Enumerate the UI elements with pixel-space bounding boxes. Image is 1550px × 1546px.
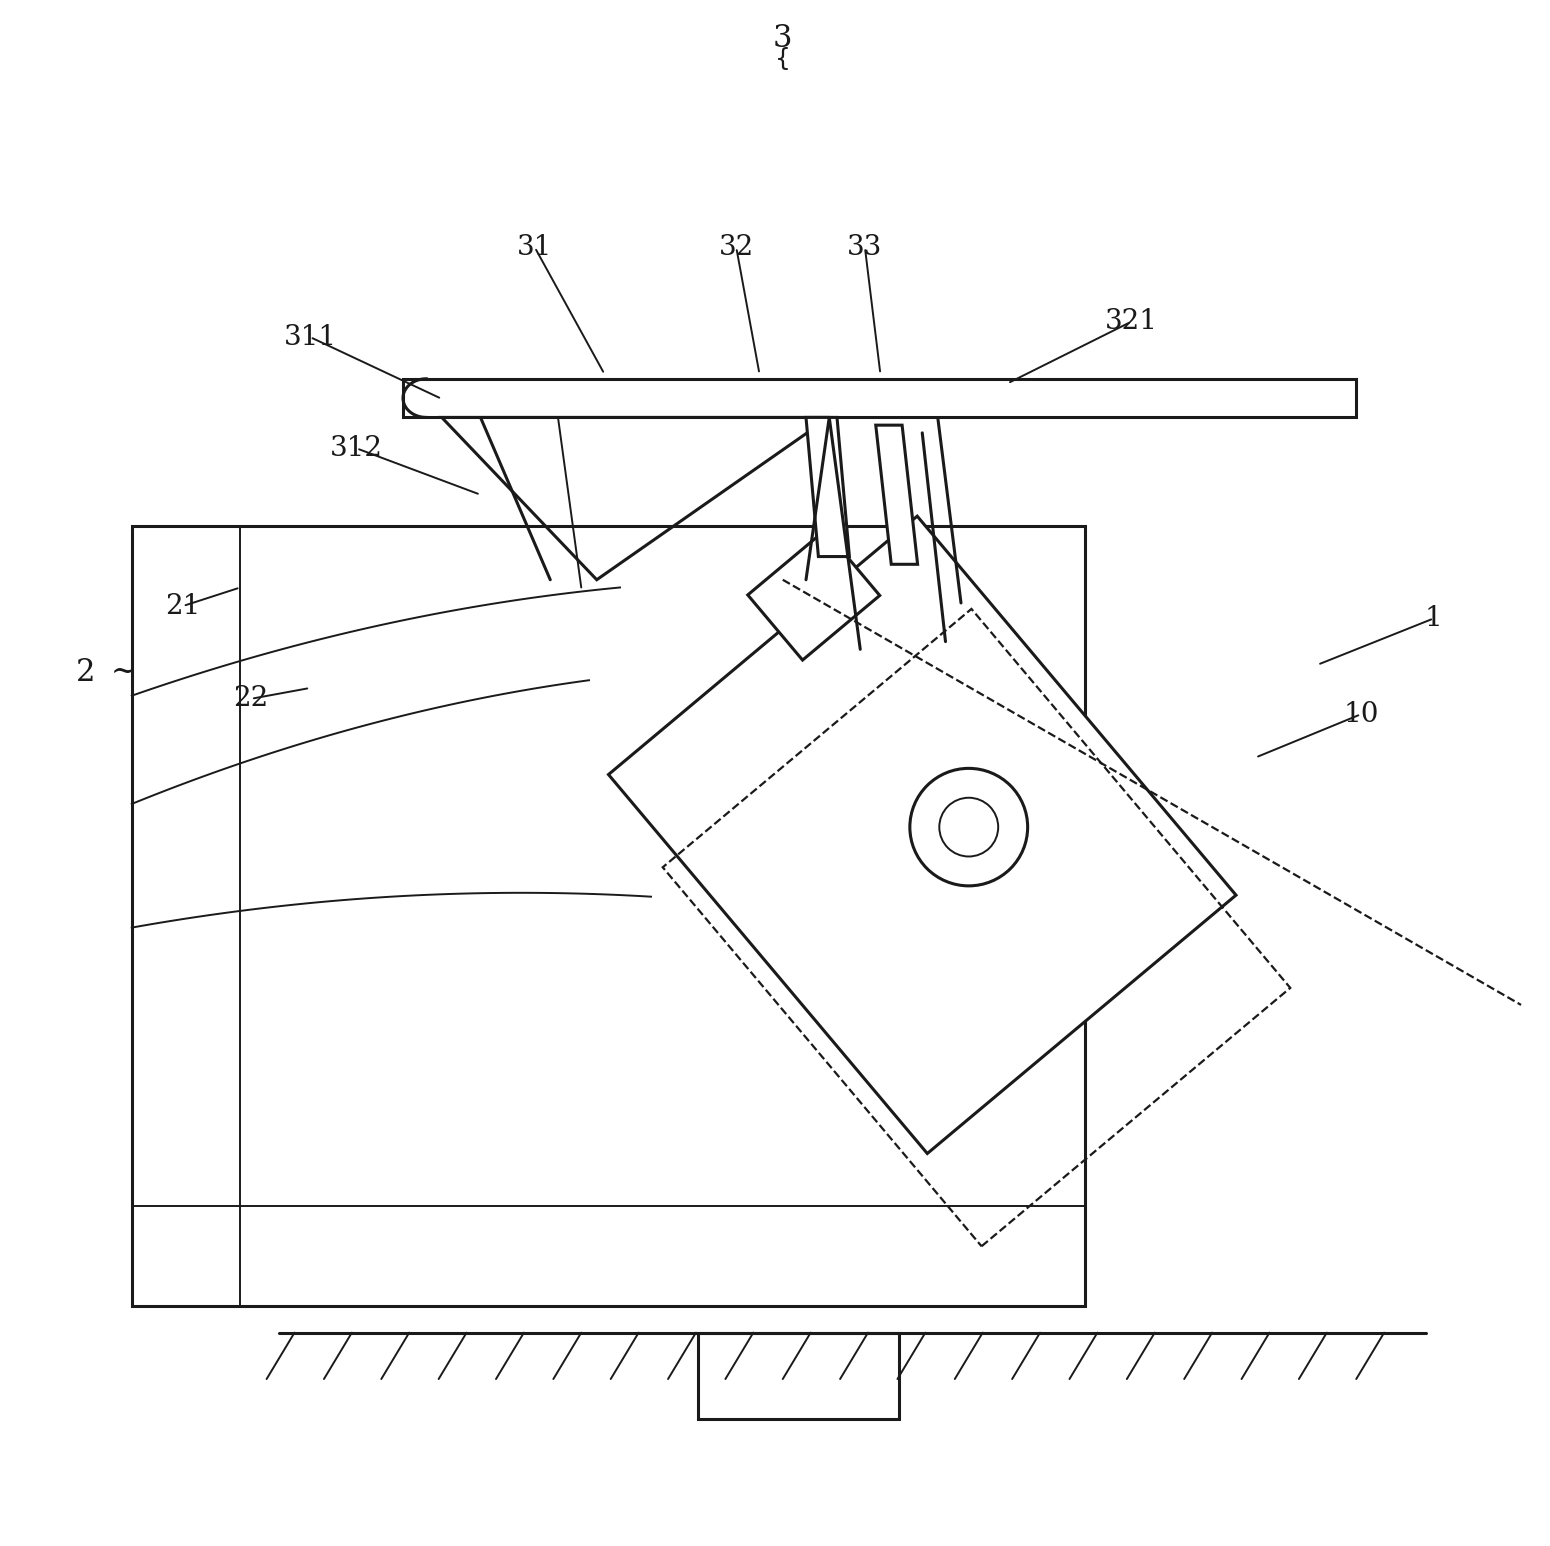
Polygon shape — [721, 524, 1000, 790]
Polygon shape — [609, 516, 1235, 1153]
Text: 33: 33 — [848, 233, 882, 261]
Text: 1: 1 — [1424, 604, 1443, 632]
Polygon shape — [876, 425, 918, 564]
Text: 311: 311 — [284, 323, 336, 351]
Text: 31: 31 — [518, 233, 552, 261]
Text: 3: 3 — [773, 23, 792, 54]
Text: 10: 10 — [1344, 700, 1378, 728]
Polygon shape — [806, 417, 849, 557]
Text: {: { — [775, 46, 790, 71]
Text: 21: 21 — [166, 592, 200, 620]
Text: 2: 2 — [76, 657, 95, 688]
Polygon shape — [747, 530, 880, 660]
Polygon shape — [403, 379, 1356, 417]
Text: ~: ~ — [112, 657, 136, 688]
Text: 321: 321 — [1105, 308, 1158, 335]
Text: 312: 312 — [330, 434, 383, 462]
Text: 22: 22 — [234, 685, 268, 713]
Text: 32: 32 — [719, 233, 753, 261]
